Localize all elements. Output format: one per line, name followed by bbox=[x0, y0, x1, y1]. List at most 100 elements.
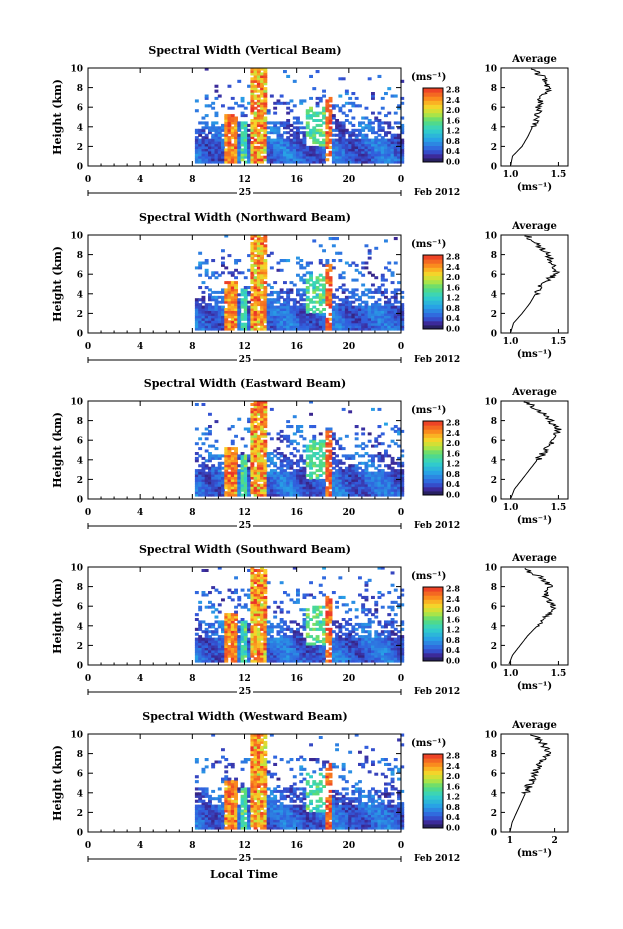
heatmap-cell bbox=[276, 647, 281, 651]
heatmap-cell bbox=[224, 310, 229, 314]
heatmap-cell bbox=[208, 469, 212, 473]
heatmap-cell bbox=[204, 488, 209, 492]
heatmap-cell bbox=[377, 454, 382, 458]
heatmap-cell bbox=[269, 121, 274, 125]
heatmap-cell bbox=[224, 325, 229, 329]
avg-profile-line bbox=[510, 401, 562, 499]
heatmap-cell bbox=[263, 266, 268, 270]
heatmap-cell bbox=[237, 486, 242, 490]
heatmap-cell bbox=[269, 486, 274, 490]
heatmap-cell bbox=[296, 158, 300, 162]
avg-x-tick-label: 1.5 bbox=[551, 170, 567, 180]
x-tick-label: 4 bbox=[137, 508, 143, 518]
heatmap-cell bbox=[354, 305, 359, 309]
heatmap-cell bbox=[253, 303, 258, 307]
heatmap-cell bbox=[354, 478, 359, 482]
heatmap-cell bbox=[247, 476, 251, 480]
heatmap-cell bbox=[296, 478, 300, 482]
heatmap-cell bbox=[331, 642, 336, 646]
heatmap-cell bbox=[194, 459, 199, 463]
heatmap-cell bbox=[250, 654, 255, 658]
heatmap-cell bbox=[230, 298, 235, 302]
heatmap-cell bbox=[318, 143, 323, 147]
heatmap-cell bbox=[371, 481, 375, 485]
day-label: 25 bbox=[239, 521, 252, 531]
heatmap-cell bbox=[289, 312, 294, 316]
heatmap-cell bbox=[263, 234, 268, 238]
heatmap-cell bbox=[335, 128, 339, 132]
heatmap-cell bbox=[305, 478, 310, 482]
heatmap-cell bbox=[286, 444, 291, 448]
heatmap-cell bbox=[253, 268, 258, 272]
heatmap-cell bbox=[331, 312, 336, 316]
heatmap-cell bbox=[260, 439, 264, 443]
avg-profile-line bbox=[510, 235, 561, 333]
heatmap-cell bbox=[286, 461, 291, 465]
heatmap-cell bbox=[240, 474, 245, 477]
heatmap-cell bbox=[328, 427, 333, 431]
heatmap-cell bbox=[387, 481, 392, 485]
heatmap-cell bbox=[364, 150, 369, 154]
heatmap-cell bbox=[204, 315, 209, 319]
heatmap-cell bbox=[256, 123, 261, 127]
heatmap-cell bbox=[237, 315, 242, 319]
heatmap-cell bbox=[194, 659, 199, 663]
heatmap-cell bbox=[331, 637, 336, 641]
heatmap-cell bbox=[263, 72, 268, 76]
heatmap-cell bbox=[256, 99, 261, 103]
heatmap-cell bbox=[243, 276, 248, 280]
heatmap-cell bbox=[344, 92, 349, 96]
heatmap-cell bbox=[227, 281, 232, 285]
heatmap-cell bbox=[240, 618, 245, 621]
heatmap-cell bbox=[351, 116, 356, 120]
heatmap-cell bbox=[377, 126, 382, 130]
heatmap-cell bbox=[279, 493, 284, 497]
heatmap-cell bbox=[253, 246, 258, 250]
heatmap-cell bbox=[302, 315, 307, 319]
heatmap-cell bbox=[283, 101, 287, 105]
heatmap-cell bbox=[194, 649, 199, 653]
heatmap-cell bbox=[237, 308, 242, 311]
heatmap-cell bbox=[296, 138, 300, 142]
heatmap-cell bbox=[338, 312, 343, 316]
heatmap-cell bbox=[292, 659, 297, 663]
heatmap-cell bbox=[260, 315, 264, 319]
heatmap-cell bbox=[256, 442, 261, 446]
heatmap-cell bbox=[263, 315, 268, 319]
heatmap-cell bbox=[380, 310, 385, 314]
heatmap-cell bbox=[318, 620, 323, 624]
heatmap-cell bbox=[256, 657, 261, 661]
heatmap-cell bbox=[286, 483, 291, 487]
heatmap-cell bbox=[279, 461, 284, 465]
heatmap-cell bbox=[243, 605, 248, 609]
heatmap-cell bbox=[234, 325, 238, 329]
heatmap-cell bbox=[250, 94, 255, 98]
heatmap-cell bbox=[380, 138, 385, 142]
heatmap-cell bbox=[208, 444, 212, 448]
heatmap-cell bbox=[198, 600, 203, 604]
heatmap-cell bbox=[305, 474, 310, 477]
heatmap-cell bbox=[299, 649, 304, 653]
heatmap-cell bbox=[224, 155, 229, 159]
heatmap-cell bbox=[266, 464, 271, 468]
heatmap-cell bbox=[240, 644, 245, 648]
heatmap-cell bbox=[234, 283, 238, 287]
heatmap-cell bbox=[234, 459, 238, 463]
heatmap-cell bbox=[227, 454, 232, 458]
heatmap-cell bbox=[250, 600, 255, 604]
heatmap-cell bbox=[344, 101, 349, 105]
heatmap-cell bbox=[286, 491, 291, 495]
heatmap-cell bbox=[253, 133, 258, 137]
heatmap-cell bbox=[377, 620, 382, 624]
heatmap-cell bbox=[374, 471, 379, 475]
heatmap-cell bbox=[256, 251, 261, 255]
heatmap-cell bbox=[224, 642, 229, 646]
heatmap-cell bbox=[237, 481, 242, 485]
heatmap-cell bbox=[296, 600, 300, 604]
heatmap-cell bbox=[328, 237, 333, 241]
heatmap-cell bbox=[263, 486, 268, 490]
heatmap-cell bbox=[234, 588, 238, 592]
heatmap-cell bbox=[400, 148, 405, 152]
heatmap-cell bbox=[380, 96, 385, 100]
heatmap-cell bbox=[289, 138, 294, 142]
